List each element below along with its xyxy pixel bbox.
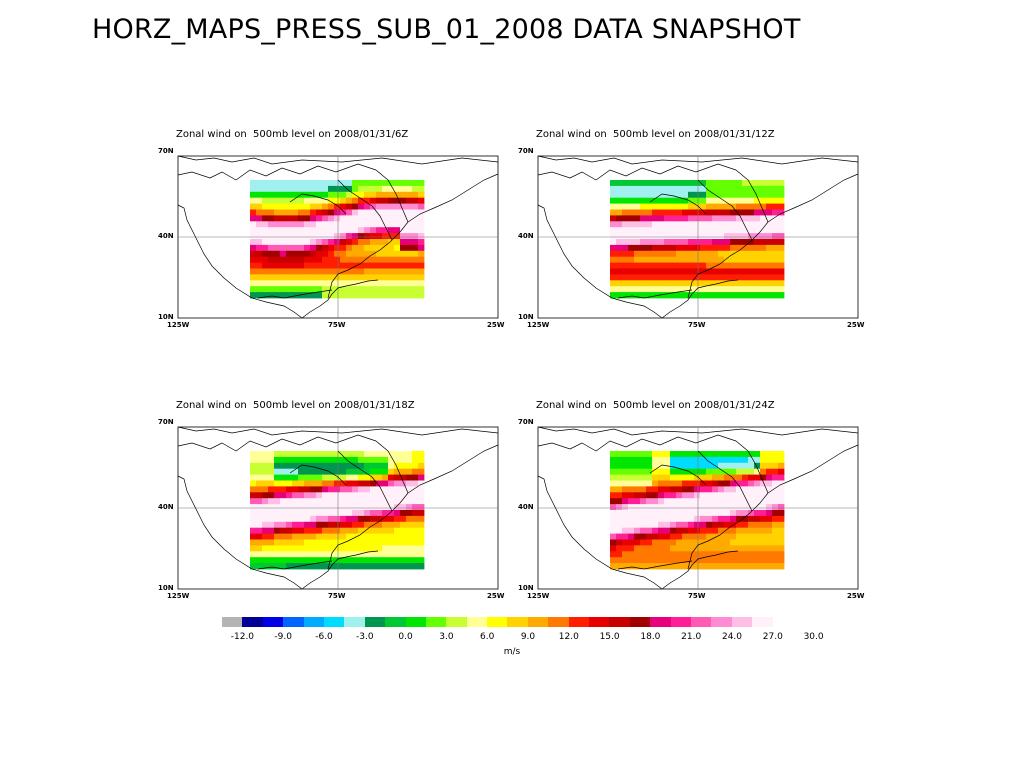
lon-label: 125W bbox=[527, 592, 550, 600]
colorbar-tick-label: 3.0 bbox=[439, 632, 454, 642]
colorbar-tick-label: 30.0 bbox=[803, 632, 824, 642]
zonal-wind-map bbox=[537, 155, 859, 319]
lon-label: 25W bbox=[847, 592, 865, 600]
colorbar-swatch bbox=[262, 617, 284, 627]
colorbar-swatch bbox=[589, 617, 610, 627]
colorbar-tick-label: 21.0 bbox=[681, 632, 702, 642]
colorbar-swatch bbox=[323, 617, 345, 627]
colorbar-swatch bbox=[425, 617, 447, 627]
colorbar-swatch bbox=[548, 617, 569, 627]
colorbar-tick-label: 24.0 bbox=[721, 632, 743, 642]
zonal-wind-map bbox=[177, 155, 499, 319]
colorbar-swatch bbox=[690, 617, 712, 627]
map-plot: 70N 40N 10N 125W 75W 25W bbox=[518, 147, 882, 329]
colorbar-swatch bbox=[446, 617, 467, 627]
lat-label: 40N bbox=[158, 232, 174, 240]
colorbar-swatch bbox=[364, 617, 386, 627]
map-panel-18z: Zonal wind on 500mb level on 2008/01/31/… bbox=[158, 400, 522, 615]
panel-title: Zonal wind on 500mb level on 2008/01/31/… bbox=[176, 400, 415, 411]
colorbar-swatch bbox=[385, 617, 406, 627]
colorbar-tick-label: 15.0 bbox=[599, 632, 620, 642]
lon-label: 75W bbox=[688, 321, 706, 329]
colorbar-swatch bbox=[752, 617, 773, 627]
lon-label: 125W bbox=[527, 321, 550, 329]
map-panel-12z: Zonal wind on 500mb level on 2008/01/31/… bbox=[518, 129, 882, 344]
lat-label: 10N bbox=[518, 313, 534, 321]
colorbar-swatch bbox=[527, 617, 549, 627]
colorbar-units: m/s bbox=[503, 647, 521, 657]
coastlines bbox=[537, 426, 859, 590]
zonal-wind-map bbox=[537, 426, 859, 590]
colorbar-swatch bbox=[344, 617, 365, 627]
lon-label: 25W bbox=[487, 321, 505, 329]
colorbar-swatch bbox=[629, 617, 651, 627]
wind-field bbox=[250, 451, 425, 570]
map-panel-24z: Zonal wind on 500mb level on 2008/01/31/… bbox=[518, 400, 882, 615]
wind-field bbox=[610, 180, 785, 299]
colorbar-tick-label: 6.0 bbox=[480, 632, 495, 642]
colorbar-swatch bbox=[242, 617, 263, 627]
colorbar-swatch bbox=[650, 617, 671, 627]
colorbar-swatch bbox=[568, 617, 590, 627]
panel-title: Zonal wind on 500mb level on 2008/01/31/… bbox=[536, 129, 775, 140]
lat-label: 70N bbox=[518, 147, 534, 155]
panel-title: Zonal wind on 500mb level on 2008/01/31/… bbox=[176, 129, 409, 140]
colorbar-swatch bbox=[466, 617, 488, 627]
lat-label: 40N bbox=[518, 503, 534, 511]
lon-label: 25W bbox=[847, 321, 865, 329]
colorbar-swatch bbox=[711, 617, 732, 627]
zonal-wind-map bbox=[177, 426, 499, 590]
lat-label: 40N bbox=[158, 503, 174, 511]
coastlines bbox=[177, 426, 499, 590]
lon-label: 125W bbox=[167, 592, 190, 600]
lat-label: 10N bbox=[518, 584, 534, 592]
lat-label: 70N bbox=[158, 418, 174, 426]
colorbar-swatches bbox=[222, 617, 773, 627]
map-plot: 70N 40N 10N 125W 75W 25W bbox=[518, 418, 882, 600]
lat-label: 10N bbox=[158, 584, 174, 592]
colorbar-swatch bbox=[609, 617, 630, 627]
colorbar-tick-label: 18.0 bbox=[640, 632, 661, 642]
slide-title: HORZ_MAPS_PRESS_SUB_01_2008 DATA SNAPSHO… bbox=[92, 14, 801, 45]
lon-label: 125W bbox=[167, 321, 190, 329]
colorbar-tick-label: -9.0 bbox=[274, 632, 292, 642]
lon-label: 25W bbox=[487, 592, 505, 600]
colorbar-swatch bbox=[507, 617, 528, 627]
map-panel-6z: Zonal wind on 500mb level on 2008/01/31/… bbox=[158, 129, 522, 344]
colorbar-tick-label: 0.0 bbox=[398, 632, 413, 642]
lat-label: 10N bbox=[158, 313, 174, 321]
lon-label: 75W bbox=[688, 592, 706, 600]
lon-label: 75W bbox=[328, 321, 346, 329]
colorbar-swatch bbox=[731, 617, 753, 627]
lon-label: 75W bbox=[328, 592, 346, 600]
colorbar-swatch bbox=[487, 617, 508, 627]
lat-label: 70N bbox=[158, 147, 174, 155]
coastlines bbox=[537, 155, 859, 319]
colorbar-tick-label: 27.0 bbox=[762, 632, 783, 642]
colorbar-swatch bbox=[283, 617, 304, 627]
coastlines bbox=[177, 155, 499, 319]
map-plot: 70N 40N 10N 125W 75W 25W bbox=[158, 418, 522, 600]
colorbar-tick-label: -12.0 bbox=[230, 632, 255, 642]
colorbar-tick-label: 12.0 bbox=[558, 632, 579, 642]
colorbar-swatch bbox=[222, 617, 243, 627]
map-plot: 70N 40N 10N 125W 75W 25W bbox=[158, 147, 522, 329]
wind-field bbox=[250, 180, 425, 299]
colorbar-tick-label: -6.0 bbox=[315, 632, 333, 642]
colorbar-tick-label: 9.0 bbox=[520, 632, 536, 642]
panel-title: Zonal wind on 500mb level on 2008/01/31/… bbox=[536, 400, 775, 411]
colorbar-swatch bbox=[670, 617, 691, 627]
colorbar-swatch bbox=[405, 617, 426, 627]
colorbar-swatch bbox=[303, 617, 324, 627]
colorbar-tick-label: -3.0 bbox=[356, 632, 374, 642]
colorbar-legend: -12.0 -9.0 -6.0 -3.0 0.0 3.0 6.0 9.0 12.0 15.0 18.… bbox=[206, 616, 826, 666]
wind-field bbox=[610, 451, 785, 570]
lat-label: 40N bbox=[518, 232, 534, 240]
lat-label: 70N bbox=[518, 418, 534, 426]
